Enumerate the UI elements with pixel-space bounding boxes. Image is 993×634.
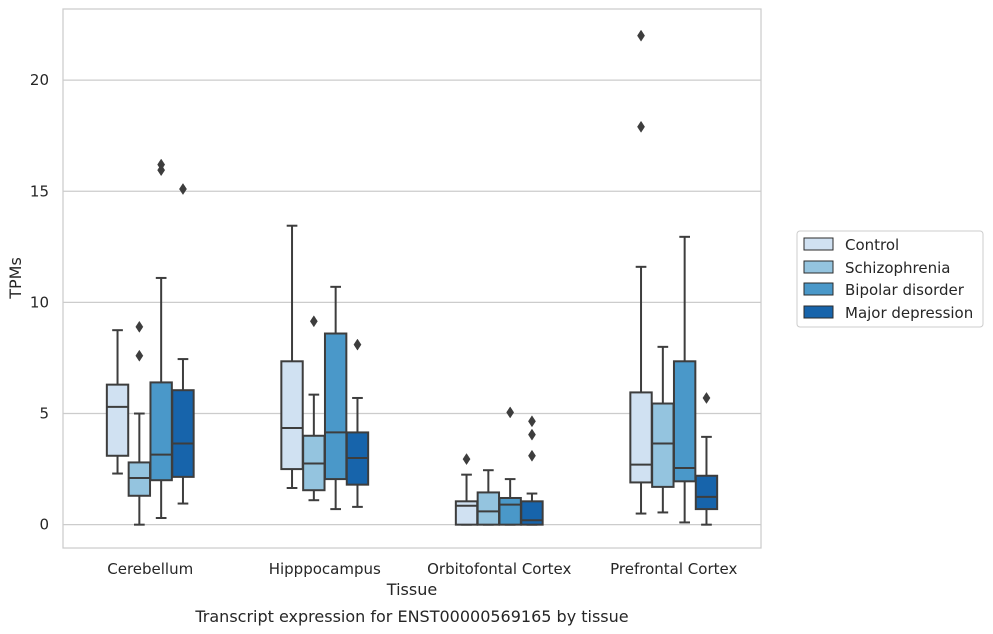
legend-swatch-control [803,237,834,251]
outlier-point [309,315,318,328]
box-schizophrenia-hipppocampus [302,315,326,502]
legend-label-major-depression: Major depression [845,304,973,322]
box-iqr [498,496,522,526]
outlier-point [135,320,144,333]
box-iqr [629,391,653,484]
box-series [105,29,719,526]
box-bipolar-disorder-cerebellum [149,158,173,519]
box-bipolar-disorder-prefrontal-cortex [672,235,697,524]
outlier-point [528,428,536,441]
box-iqr [105,383,130,457]
y-tick-label-10: 10 [30,293,49,311]
outlier-point [135,349,144,362]
outlier-point [462,453,471,466]
box-iqr [280,360,304,471]
legend-label-control: Control [845,236,899,254]
box-major-depression-prefrontal-cortex [694,392,719,526]
legend-swatch-schizophrenia [803,260,834,274]
y-tick-label-5: 5 [39,405,49,423]
box-iqr [672,360,697,483]
box-schizophrenia-cerebellum [127,320,152,526]
x-tick-label-cerebellum: Cerebellum [107,560,193,578]
box-bipolar-disorder-hipppocampus [323,285,348,511]
legend-swatch-major-depression [803,305,834,319]
x-axis-title: Tissue [386,580,437,599]
outlier-point [528,449,536,462]
outlier-point [506,406,515,419]
series-schizophrenia [127,315,675,526]
box-iqr [323,332,348,481]
x-tick-label-orbitofontal-cortex: Orbitofontal Cortex [427,560,571,578]
outlier-point [528,415,536,428]
y-tick-labels: 0 5 10 15 20 [30,71,49,534]
legend-frame [796,230,984,328]
legend-label-schizophrenia: Schizophrenia [845,259,950,277]
box-major-depression-hipppocampus [345,338,370,508]
x-tick-label-hipppocampus: Hipppocampus [269,560,381,578]
x-tick-labels: Cerebellum Hipppocampus Orbitofontal Corte… [107,560,737,578]
outlier-point [702,392,711,404]
box-iqr [651,402,675,488]
box-iqr [694,474,719,511]
box-iqr [520,500,544,526]
outlier-point [179,183,187,195]
box-iqr [476,491,501,526]
series-bipolar-disorder [149,158,697,526]
chart-caption: Transcript expression for ENST0000056916… [194,607,628,626]
box-iqr [171,389,195,478]
y-tick-label-15: 15 [30,182,49,200]
box-schizophrenia-prefrontal-cortex [651,345,675,514]
series-major-depression [171,183,719,526]
box-major-depression-orbitofontal-cortex [520,415,544,526]
series-control [105,29,653,526]
box-iqr [127,461,152,497]
y-tick-label-20: 20 [30,71,49,89]
box-major-depression-cerebellum [171,183,195,505]
outlier-point [353,338,362,351]
box-schizophrenia-orbitofontal-cortex [476,469,501,526]
legend-label-bipolar-disorder: Bipolar disorder [845,281,965,299]
outlier-point [157,158,166,171]
x-tick-label-prefrontal-cortex: Prefrontal Cortex [610,560,737,578]
outlier-point [637,120,645,133]
legend: Control Schizophrenia Bipolar disorder M… [796,230,984,328]
y-tick-label-0: 0 [39,516,49,534]
box-control-prefrontal-cortex [629,29,653,515]
y-axis-title: TPMs [6,257,25,300]
box-control-cerebellum [105,329,130,475]
legend-swatch-bipolar-disorder [803,282,834,296]
box-iqr [149,381,173,482]
box-control-hipppocampus [280,224,304,489]
outlier-point [637,29,645,42]
